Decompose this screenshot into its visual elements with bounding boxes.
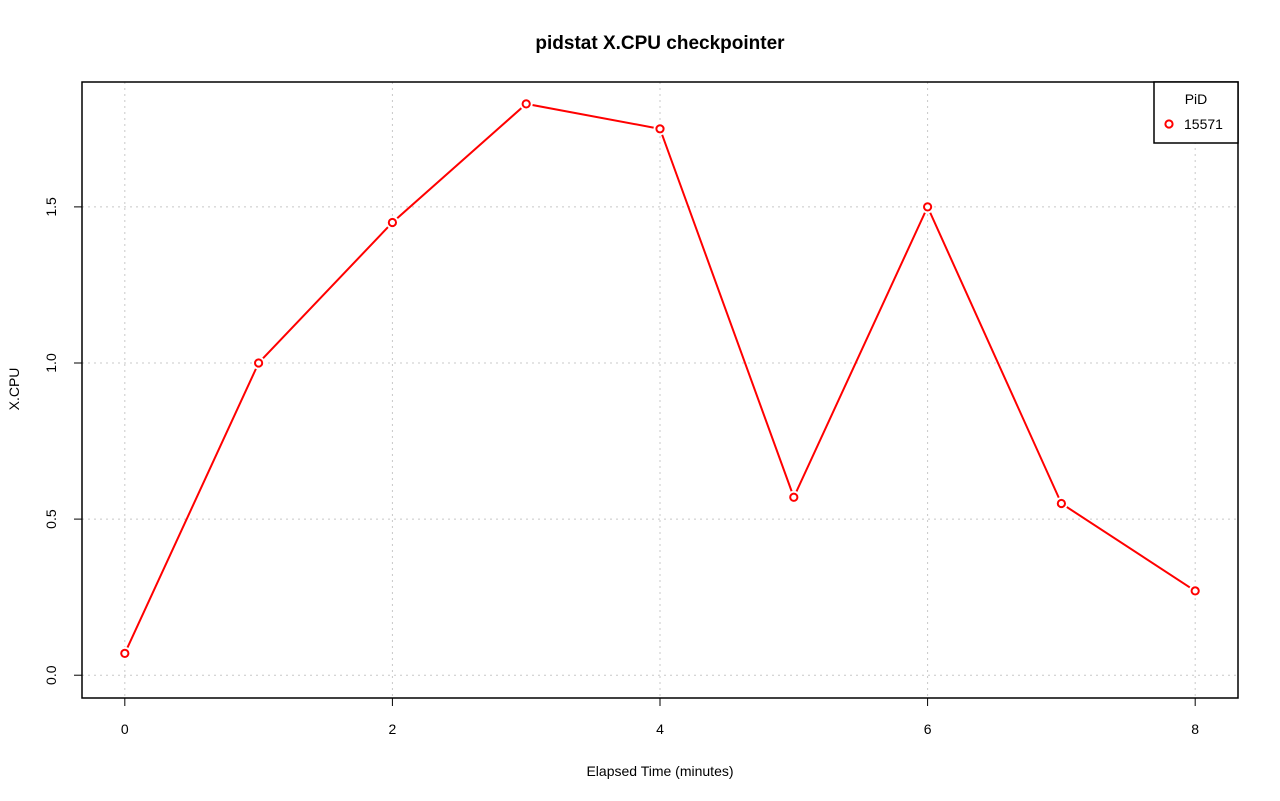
data-point [1056,498,1066,509]
chart-title: pidstat X.CPU checkpointer [535,33,785,54]
data-point [521,99,531,109]
x-tick-label: 6 [924,721,932,737]
data-point [254,358,264,368]
data-point [655,124,665,134]
x-tick-label: 0 [121,721,129,737]
grid [82,82,1238,698]
series [118,97,1202,660]
x-tick-label: 4 [656,721,664,737]
axes: 0 2 4 6 8 0.0 0.5 1.0 1.5 [43,81,1239,737]
x-tick-label: 2 [389,721,397,737]
legend: PiD 15571 [1153,81,1239,144]
x-tick-label: 8 [1191,721,1199,737]
x-axis-label: Elapsed Time (minutes) [586,763,733,779]
y-tick-label: 0.5 [43,509,59,529]
y-axis-label: X.CPU [6,368,22,411]
legend-title: PiD [1185,91,1208,107]
legend-marker [1164,119,1174,129]
y-tick-label: 1.0 [43,353,59,373]
data-point [1190,586,1200,596]
legend-box [1153,81,1239,144]
legend-entry-label: 15571 [1184,116,1223,132]
series-line [123,102,1196,654]
data-point [120,648,130,658]
data-point [922,202,933,212]
data-point [789,492,799,502]
data-point [387,217,398,228]
y-tick-label: 1.5 [43,197,59,217]
y-tick-label: 0.0 [43,665,59,685]
